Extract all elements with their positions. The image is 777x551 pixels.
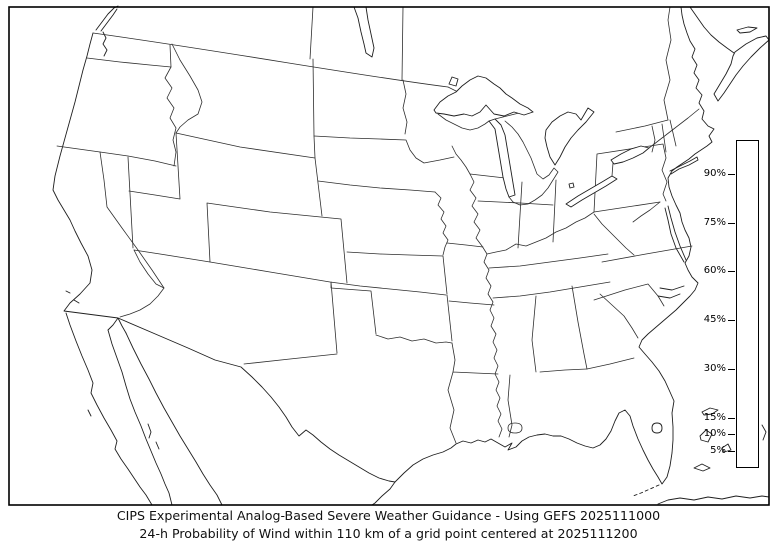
great-lakes xyxy=(353,6,650,208)
colorbar-tick-label-10: 10% xyxy=(703,428,726,440)
colorbar-tick-10 xyxy=(728,434,735,436)
colorbar-outline xyxy=(736,140,759,468)
colorbar-tick-label-15: 15% xyxy=(703,412,726,424)
figure-title: CIPS Experimental Analog-Based Severe We… xyxy=(0,507,777,543)
colorbar-tick-60 xyxy=(728,271,735,273)
title-line-2: 24-h Probability of Wind within 110 km o… xyxy=(139,526,638,541)
colorbar-tick-90 xyxy=(728,173,735,175)
coastline-paths xyxy=(52,5,770,506)
colorbar-tick-30 xyxy=(728,369,735,371)
colorbar-tick-45 xyxy=(728,320,735,322)
colorbar-tick-label-75: 75% xyxy=(703,216,726,228)
colorbar-tick-label-5: 5% xyxy=(710,444,726,456)
state-border-paths xyxy=(56,6,700,444)
colorbar-tick-5 xyxy=(728,450,735,452)
colorbar-tick-label-60: 60% xyxy=(703,265,726,277)
colorbar-tick-label-30: 30% xyxy=(703,363,726,375)
map-frame xyxy=(8,6,770,506)
title-line-1: CIPS Experimental Analog-Based Severe We… xyxy=(116,508,661,523)
colorbar-tick-label-90: 90% xyxy=(703,167,726,179)
florida-keys xyxy=(632,484,660,497)
colorbar-tick-75 xyxy=(728,222,735,224)
colorbar-tick-15 xyxy=(728,418,735,420)
colorbar-tick-label-45: 45% xyxy=(703,314,726,326)
